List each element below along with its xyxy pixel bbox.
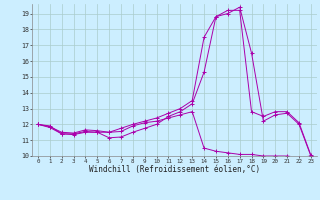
X-axis label: Windchill (Refroidissement éolien,°C): Windchill (Refroidissement éolien,°C): [89, 165, 260, 174]
